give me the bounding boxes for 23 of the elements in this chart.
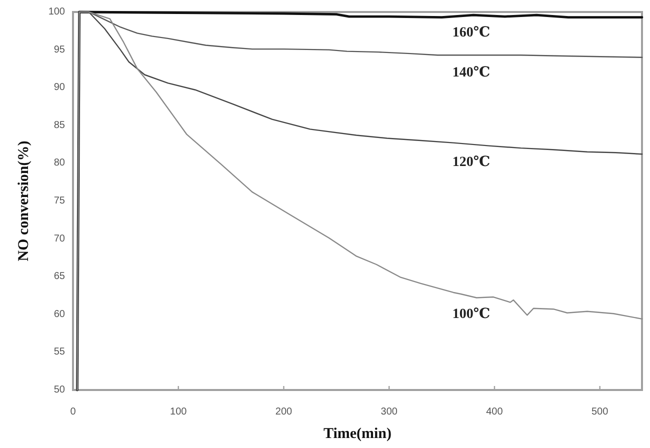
x-tick-label: 400 xyxy=(486,406,504,418)
y-tick-label: 100 xyxy=(48,6,66,18)
y-tick-label: 50 xyxy=(54,384,66,396)
x-axis-title: Time(min) xyxy=(323,426,392,442)
series-label: 140℃ xyxy=(452,66,490,81)
y-axis-title: NO conversion(%) xyxy=(16,140,32,262)
x-tick-label: 0 xyxy=(70,406,76,418)
y-tick-label: 60 xyxy=(54,308,66,320)
y-tick-label: 80 xyxy=(54,158,66,169)
x-tick-label: 500 xyxy=(592,406,609,418)
series-label: 100℃ xyxy=(452,307,490,322)
series-label: 160℃ xyxy=(452,26,490,41)
y-tick-label: 90 xyxy=(54,82,66,94)
x-tick-label: 100 xyxy=(170,406,188,418)
y-tick-label: 55 xyxy=(54,346,66,358)
x-tick-label: 300 xyxy=(380,406,398,418)
y-tick-label: 65 xyxy=(54,271,66,282)
y-tick-label: 95 xyxy=(54,44,66,56)
x-tick-label: 200 xyxy=(275,406,293,418)
y-tick-label: 85 xyxy=(54,120,66,131)
y-tick-label: 75 xyxy=(54,196,66,206)
y-tick-label: 70 xyxy=(54,233,66,244)
series-label: 120℃ xyxy=(452,154,490,170)
